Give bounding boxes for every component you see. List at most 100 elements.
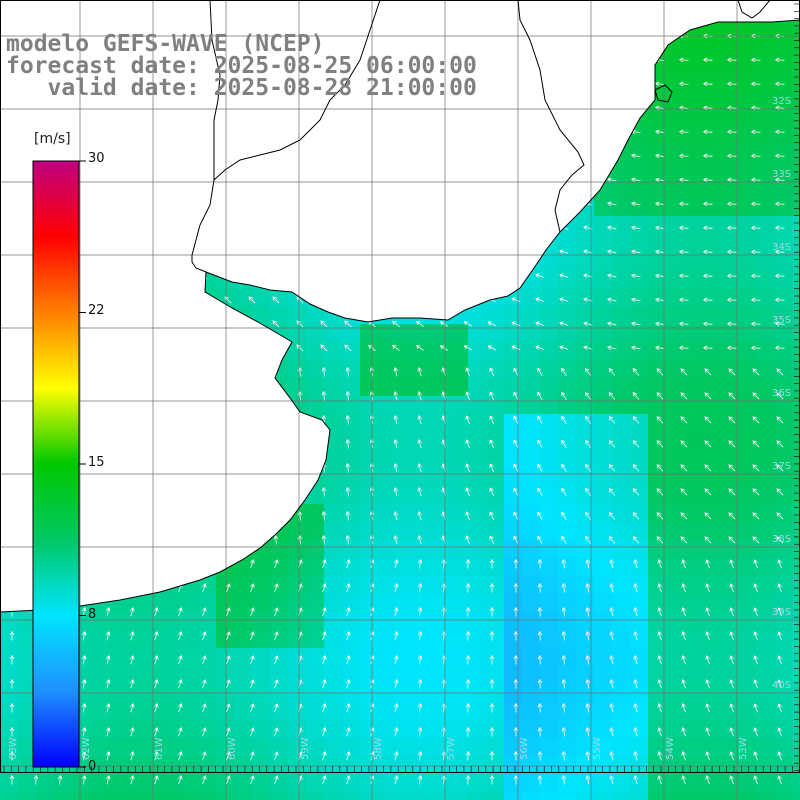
wind-arrow [751, 201, 761, 207]
wind-cell [684, 306, 702, 324]
wind-cell [756, 522, 774, 540]
wind-cell [756, 738, 774, 756]
wind-arrow [322, 607, 327, 617]
wind-arrow [727, 321, 737, 327]
wind-cell [558, 288, 576, 306]
wind-cell [540, 792, 558, 800]
wind-cell [756, 144, 774, 162]
wind-arrow [705, 631, 710, 641]
wind-cell [684, 198, 702, 216]
wind-cell [504, 540, 522, 558]
wind-cell [126, 756, 144, 774]
wind-cell [396, 432, 414, 450]
wind-cell [180, 630, 198, 648]
wind-cell [558, 738, 576, 756]
wind-arrow [178, 631, 183, 641]
wind-cell [774, 180, 792, 198]
wind-arrow [608, 536, 616, 544]
wind-arrow [751, 225, 761, 231]
wind-cell [252, 756, 270, 774]
wind-arrow [537, 463, 543, 473]
wind-arrow [703, 297, 713, 303]
wind-arrow [561, 607, 567, 617]
wind-arrow [346, 775, 351, 785]
wind-cell [360, 630, 378, 648]
wind-arrow [561, 631, 567, 641]
wind-cell [360, 666, 378, 684]
wind-arrow [777, 679, 782, 689]
wind-cell [576, 414, 594, 432]
wind-cell [648, 702, 666, 720]
wind-cell [666, 234, 684, 252]
wind-arrow [704, 536, 712, 544]
wind-cell [576, 720, 594, 738]
wind-cell [684, 72, 702, 90]
wind-cell [252, 702, 270, 720]
wind-arrow [513, 679, 519, 689]
wind-cell [414, 522, 432, 540]
wind-cell [90, 756, 108, 774]
wind-arrow [9, 727, 15, 737]
wind-cell [306, 396, 324, 414]
wind-cell [720, 162, 738, 180]
wind-cell [306, 504, 324, 522]
wind-arrow [178, 655, 183, 665]
wind-cell [468, 306, 486, 324]
wind-cell [630, 252, 648, 270]
wind-cell [252, 666, 270, 684]
coastline [0, 0, 800, 613]
wind-cell [684, 234, 702, 252]
longitude-label: 55W [592, 737, 603, 760]
wind-cell [378, 792, 396, 800]
wind-cell [558, 540, 576, 558]
wind-cell [540, 756, 558, 774]
wind-arrow [393, 439, 398, 449]
wind-arrow [609, 655, 614, 665]
wind-arrow [537, 775, 543, 785]
wind-arrow [417, 511, 422, 521]
wind-cell [648, 648, 666, 666]
wind-arrow [489, 607, 495, 617]
wind-arrow [753, 631, 758, 641]
wind-cell [738, 54, 756, 72]
wind-cell [720, 216, 738, 234]
wind-cell [180, 774, 198, 792]
wind-cell [720, 414, 738, 432]
wind-cell [612, 216, 630, 234]
wind-cell [108, 666, 126, 684]
wind-cell [450, 342, 468, 360]
wind-cell [306, 378, 324, 396]
wind-cell [648, 342, 666, 360]
wind-arrow [703, 249, 713, 255]
wind-cell [522, 756, 540, 774]
wind-cell [774, 72, 792, 90]
wind-cell [360, 540, 378, 558]
wind-cell [0, 648, 18, 666]
wind-cell [666, 270, 684, 288]
wind-arrow [727, 225, 737, 231]
wind-cell [756, 432, 774, 450]
wind-cell [162, 594, 180, 612]
wind-cell [126, 702, 144, 720]
wind-cell [414, 432, 432, 450]
wind-arrow [250, 583, 255, 593]
wind-cell [108, 738, 126, 756]
wind-cell [288, 756, 306, 774]
wind-cell [666, 504, 684, 522]
longitude-label: 62W [81, 737, 92, 760]
wind-arrow [703, 81, 713, 87]
wind-cell [252, 594, 270, 612]
wind-cell [360, 522, 378, 540]
latitude-label: 37S [772, 461, 791, 472]
wind-arrow [655, 273, 665, 279]
wind-cell [576, 450, 594, 468]
wind-cell [432, 396, 450, 414]
wind-arrow [415, 321, 424, 327]
wind-cell [504, 738, 522, 756]
wind-arrow [463, 345, 473, 351]
wind-cell [18, 648, 36, 666]
wind-arrow [775, 273, 785, 279]
wind-arrow [607, 297, 617, 302]
wind-cell [630, 360, 648, 378]
